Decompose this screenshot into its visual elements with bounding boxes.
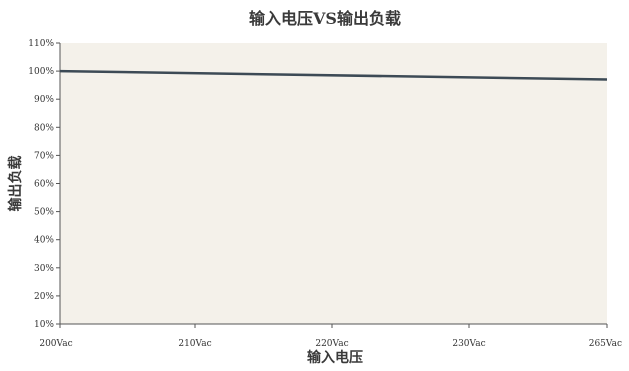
y-tick-label: 70% <box>34 151 54 161</box>
y-tick-label: 80% <box>34 123 54 133</box>
y-axis-title: 输出负载 <box>7 156 24 212</box>
plot-area <box>60 43 607 324</box>
x-axis-ticks: 200Vac 210Vac 220Vac 230Vac 265Vac <box>39 324 622 349</box>
y-tick-label: 90% <box>34 95 54 105</box>
y-tick-label: 20% <box>34 292 54 302</box>
x-tick-label: 230Vac <box>452 339 485 349</box>
y-tick-label: 10% <box>34 320 54 330</box>
x-tick-label: 210Vac <box>178 339 211 349</box>
x-axis-title: 输入电压 <box>307 349 363 366</box>
x-tick-label: 265Vac <box>589 339 622 349</box>
y-tick-label: 50% <box>34 208 54 218</box>
y-tick-label: 100% <box>28 67 54 77</box>
y-tick-label: 30% <box>34 264 54 274</box>
y-tick-label: 40% <box>34 236 54 246</box>
y-tick-label: 60% <box>34 180 54 190</box>
chart-title: 输入电压VS输出负载 <box>249 9 401 28</box>
y-tick-label: 110% <box>28 39 54 49</box>
x-tick-label: 220Vac <box>315 339 348 349</box>
y-axis-ticks: 10% 20% 30% 40% 50% 60% 70% 80% 90% 100% 110% <box>28 39 60 330</box>
x-tick-label: 200Vac <box>39 339 72 349</box>
